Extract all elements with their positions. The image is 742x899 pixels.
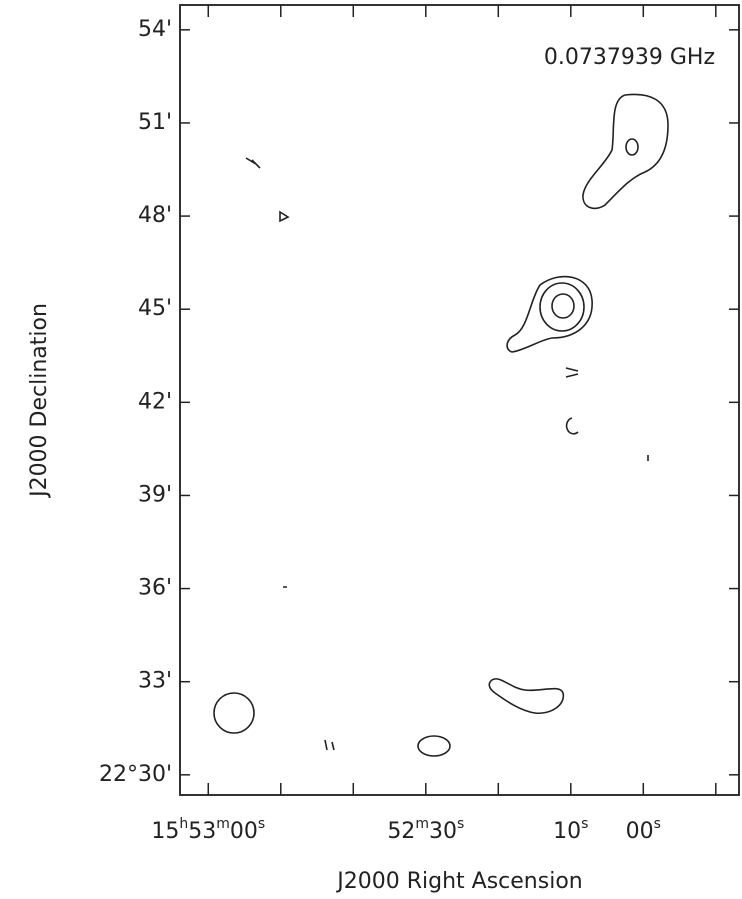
y-tick-label: 22°30': [99, 762, 172, 787]
contour: [540, 283, 584, 331]
x-tick-label: 00s: [626, 816, 661, 844]
x-tick-label: 10s: [553, 816, 588, 844]
y-tick-label: 33': [138, 669, 172, 694]
contours: [214, 94, 668, 756]
contour: [283, 455, 648, 587]
x-tick-label: 15h53m00s: [151, 816, 265, 844]
y-tick-label: 42': [138, 389, 172, 414]
y-tick-label: 54': [138, 17, 172, 42]
contour: [418, 736, 450, 756]
plot-frame: [180, 5, 739, 795]
contour: [583, 94, 668, 208]
x-axis-label: J2000 Right Ascension: [335, 869, 582, 894]
y-tick-label: 39': [138, 482, 172, 507]
contour: [325, 740, 334, 750]
x-tick-label: 52m30s: [387, 816, 464, 844]
chart: 0.0737939 GHz J2000 Right Ascension J200…: [0, 0, 742, 899]
y-tick-label: 45': [138, 296, 172, 321]
y-axis-label: J2000 Declination: [27, 303, 52, 499]
contour: [280, 212, 288, 221]
contour: [552, 294, 574, 318]
y-tick-label: 51': [138, 110, 172, 135]
contour: [489, 679, 563, 713]
contour: [626, 139, 638, 155]
y-tick-label: 36': [138, 576, 172, 601]
contour: [567, 418, 578, 434]
contour: [246, 158, 260, 168]
frequency-label: 0.0737939 GHz: [544, 45, 715, 70]
contour: [566, 368, 578, 377]
y-tick-label: 48': [138, 203, 172, 228]
beam: [214, 693, 254, 733]
